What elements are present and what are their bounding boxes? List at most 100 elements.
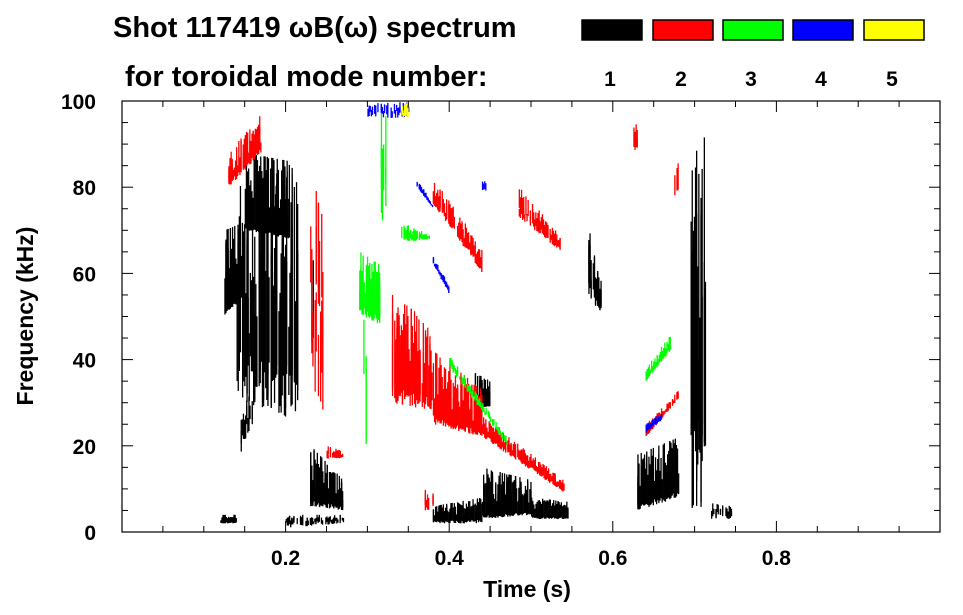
spectrum-mark-mode-1 (336, 517, 338, 524)
spectrum-mark-mode-2 (437, 189, 439, 211)
spectrum-mark-mode-2 (446, 388, 448, 424)
spectrum-mark-mode-4 (399, 102, 401, 113)
spectrum-mark-mode-1 (284, 166, 286, 236)
chart-title: Shot 117419 ωB(ω) spectrum (113, 12, 517, 44)
spectrum-mark-mode-1 (301, 517, 303, 526)
spectrum-mark-mode-3 (475, 393, 477, 401)
spectrum-mark-mode-2 (485, 426, 487, 439)
spectrum-mark-mode-1 (288, 164, 290, 238)
spectrum-mark-mode-4 (447, 284, 449, 290)
spectrum-mark-mode-2 (521, 457, 523, 462)
spectrum-mark-mode-1 (667, 454, 669, 497)
spectrum-mark-mode-1 (248, 168, 250, 230)
spectrum-mark-mode-2 (529, 217, 531, 226)
spectrum-mark-mode-1 (264, 221, 266, 364)
spectrum-feature-mode-2 (518, 189, 561, 250)
spectrum-mark-mode-1 (232, 520, 234, 524)
spectrum-mark-mode-2 (320, 311, 322, 402)
spectrum-mark-mode-1 (485, 388, 488, 406)
spectrum-mark-mode-1 (286, 171, 288, 238)
spectrum-mark-mode-3 (663, 347, 665, 357)
spectrum-mark-mode-2 (558, 479, 561, 489)
spectrum-mark-mode-3 (385, 167, 387, 207)
spectrum-mark-mode-4 (369, 105, 371, 112)
spectrum-mark-mode-1 (672, 467, 674, 493)
spectrum-mark-mode-1 (513, 480, 516, 515)
spectrum-mark-mode-1 (719, 509, 722, 515)
spectrum-mark-mode-2 (636, 138, 638, 146)
spectrum-mark-mode-1 (262, 189, 264, 234)
spectrum-feature-mode-3 (401, 225, 430, 242)
spectrum-mark-mode-2 (674, 399, 676, 403)
spectrum-mark-mode-1 (528, 502, 530, 514)
spectrum-mark-mode-2 (523, 449, 525, 463)
spectrum-mark-mode-1 (698, 173, 700, 450)
spectrum-mark-mode-1 (249, 185, 251, 230)
spectrum-mark-mode-2 (480, 257, 482, 269)
spectrum-mark-mode-2 (656, 413, 658, 424)
spectrum-mark-mode-1 (598, 277, 600, 305)
spectrum-mark-mode-1 (338, 475, 340, 509)
spectrum-mark-mode-2 (668, 402, 670, 409)
spectrum-mark-mode-1 (459, 516, 461, 524)
spectrum-mark-mode-1 (306, 518, 308, 527)
spectrum-mark-mode-2 (256, 126, 259, 155)
spectrum-mark-mode-1 (229, 517, 231, 523)
spectrum-mark-mode-2 (546, 222, 548, 238)
spectrum-mark-mode-3 (459, 376, 461, 380)
spectrum-mark-mode-3 (464, 379, 466, 388)
spectrum-mark-mode-2 (676, 393, 678, 400)
spectrum-mark-mode-1 (489, 381, 491, 406)
spectrum-mark-mode-1 (233, 238, 235, 304)
spectrum-mark-mode-1 (441, 509, 443, 523)
spectrum-mark-mode-1 (437, 511, 439, 521)
spectrum-mark-mode-1 (727, 511, 729, 519)
spectrum-mark-mode-2 (443, 375, 446, 421)
spectrum-mark-mode-2 (499, 433, 501, 449)
spectrum-mark-mode-1 (589, 244, 591, 289)
spectrum-mark-mode-1 (230, 267, 233, 307)
spectrum-mark-mode-2 (669, 402, 671, 409)
spectrum-mark-mode-2 (530, 456, 532, 468)
spectrum-mark-mode-1 (473, 504, 475, 522)
spectrum-mark-mode-1 (251, 204, 254, 372)
spectrum-mark-mode-1 (497, 494, 499, 517)
spectrum-mark-mode-1 (696, 213, 698, 506)
spectrum-mark-mode-1 (241, 419, 243, 436)
spectrum-mark-mode-2 (256, 141, 259, 153)
spectrum-mark-mode-3 (374, 261, 376, 315)
spectrum-mark-mode-1 (715, 512, 717, 519)
spectrum-mark-mode-1 (290, 202, 292, 407)
spectrum-mark-mode-1 (248, 418, 250, 431)
spectrum-mark-mode-4 (438, 269, 440, 274)
spectrum-mark-mode-1 (242, 273, 244, 398)
spectrum-mark-mode-2 (536, 467, 539, 474)
spectrum-mark-mode-2 (466, 377, 469, 428)
spectrum-feature-mode-2 (633, 124, 638, 150)
spectrum-mark-mode-2 (448, 205, 450, 224)
spectrum-mark-mode-4 (408, 107, 410, 112)
spectrum-mark-mode-1 (440, 505, 442, 522)
spectrum-mark-mode-3 (461, 376, 463, 385)
spectrum-mark-mode-1 (699, 317, 701, 453)
spectrum-mark-mode-5 (402, 112, 405, 119)
spectrum-mark-mode-2 (240, 138, 242, 172)
spectrum-mark-mode-1 (543, 500, 545, 518)
spectrum-mark-mode-1 (317, 475, 320, 503)
spectrum-mark-mode-4 (646, 427, 648, 431)
spectrum-mark-mode-4 (371, 106, 374, 113)
spectrum-mark-mode-2 (560, 480, 562, 489)
spectrum-mark-mode-1 (302, 521, 304, 526)
spectrum-mark-mode-1 (442, 504, 444, 522)
spectrum-mark-mode-2 (471, 406, 473, 431)
spectrum-mark-mode-2 (484, 423, 486, 435)
spectrum-mark-mode-2 (441, 190, 443, 213)
spectrum-mark-mode-1 (267, 212, 270, 233)
spectrum-mark-mode-3 (452, 362, 454, 370)
spectrum-mark-mode-2 (531, 460, 533, 468)
spectrum-mark-mode-1 (268, 207, 271, 233)
spectrum-mark-mode-1 (248, 333, 250, 402)
spectrum-mark-mode-1 (730, 512, 733, 516)
spectrum-mark-mode-2 (464, 223, 466, 244)
spectrum-mark-mode-2 (407, 316, 409, 397)
